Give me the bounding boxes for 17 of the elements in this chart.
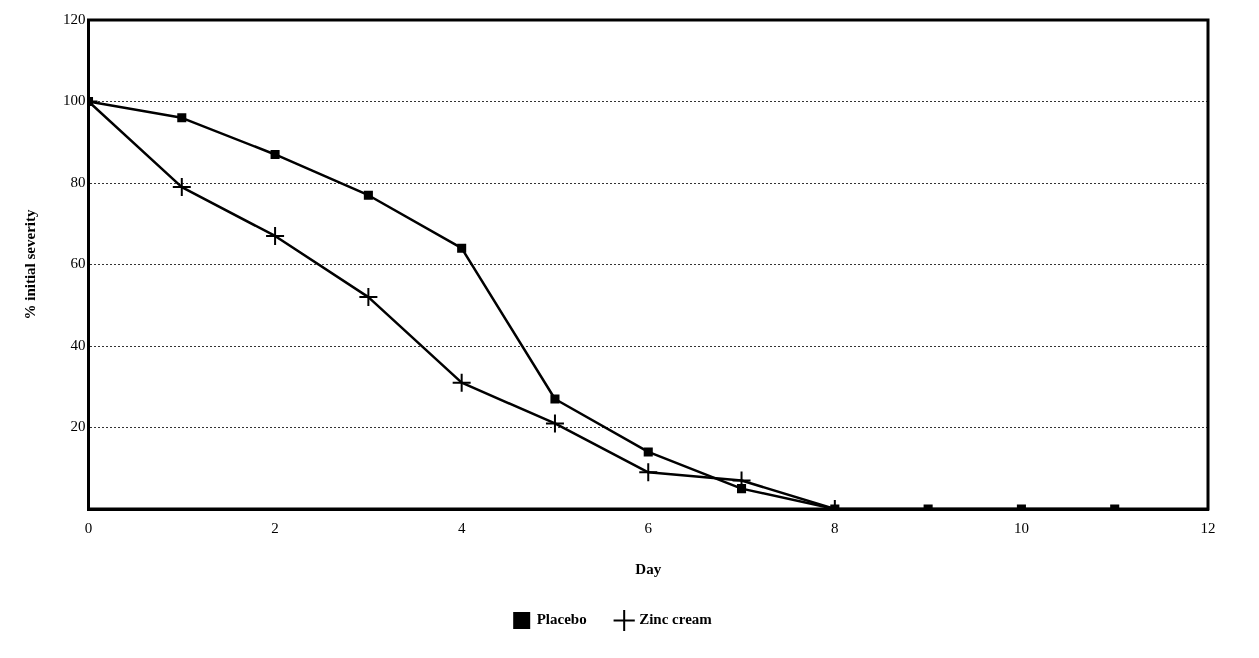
x-tick-label: 8 — [831, 519, 839, 536]
y-tick-label: 40 — [70, 336, 86, 353]
y-tick-label: 80 — [70, 173, 86, 190]
x-tick-label: 4 — [457, 519, 466, 536]
y-tick-label: 100 — [63, 92, 86, 109]
y-tick-label: 120 — [63, 10, 86, 27]
y-axis-title: % initial severity — [21, 209, 38, 320]
x-tick-label: 6 — [644, 519, 653, 536]
x-tick-label: 2 — [271, 519, 279, 536]
x-axis-title: Day — [635, 560, 662, 577]
legend-label: Placebo — [536, 611, 587, 628]
x-tick-label: 12 — [1200, 519, 1216, 536]
x-tick-label: 0 — [84, 519, 93, 536]
legend-label: Zinc cream — [639, 611, 713, 628]
x-tick-label: 10 — [1013, 519, 1029, 536]
y-tick-label: 20 — [70, 418, 86, 435]
y-tick-label: 60 — [70, 255, 86, 272]
